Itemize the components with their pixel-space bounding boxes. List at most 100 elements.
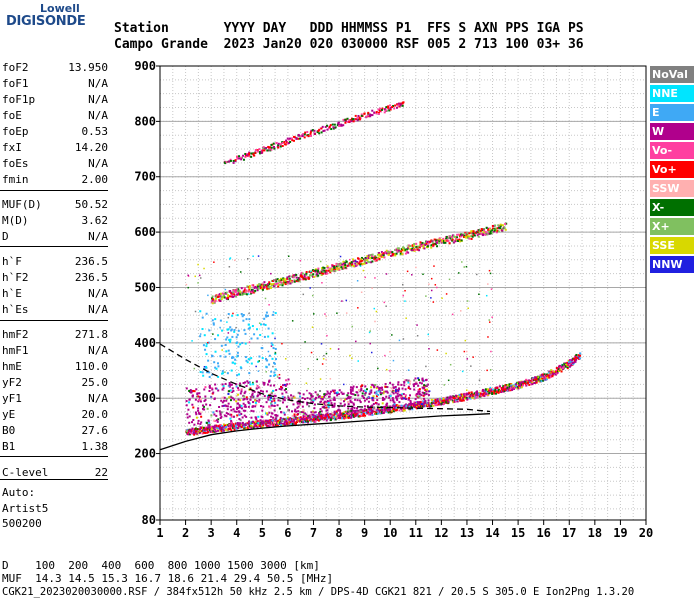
echo-point [273,384,276,387]
echo-point [509,389,512,392]
echo-point [425,390,428,393]
echo-point [532,377,535,380]
echo-point [339,417,342,420]
echo-point [343,410,346,413]
echo-point [377,253,380,256]
echo-point [416,324,418,326]
echo-point [249,387,252,389]
echo-point [282,384,285,387]
echo-point [371,253,374,256]
echo-point [267,145,270,148]
echo-point [200,398,203,401]
echo-point [314,415,317,418]
echo-point [259,405,262,408]
echo-point [366,405,369,408]
echo-point [423,397,426,400]
echo-point [336,268,339,271]
echo-point [334,418,337,421]
echo-point [258,355,261,358]
echo-point [187,275,190,277]
echo-point [221,401,224,404]
x-tick-label: 15 [511,526,525,540]
echo-point [357,360,359,362]
echo-point [230,429,233,432]
echo-point [392,410,395,413]
echo-point [380,408,383,411]
echo-point [508,383,511,386]
echo-point [398,388,401,391]
echo-point [298,280,301,283]
echo-point [259,389,262,392]
echo-point [218,293,221,296]
echo-point [568,361,571,364]
echo-point [311,413,314,416]
echo-point [418,381,421,384]
echo-point [397,404,400,407]
echo-point [406,270,409,273]
echo-point [341,300,343,302]
echo-point [413,401,416,404]
echo-point [374,411,377,414]
echo-point [240,158,243,161]
echo-point [336,267,339,270]
echo-point [315,414,318,417]
echo-point [297,391,300,394]
echo-point [488,389,491,392]
echo-point [427,401,430,404]
echo-point [459,399,462,402]
echo-point [297,410,300,413]
echo-point [337,267,340,270]
echo-point [227,328,230,331]
echo-point [314,414,317,417]
echo-point [303,136,306,139]
echo-point [298,277,301,280]
echo-point [470,391,473,394]
echo-point [364,276,366,279]
param-row: h`Es N/A [2,303,108,317]
echo-point [263,395,266,398]
echo-point [367,255,370,258]
echo-point [421,401,424,404]
echo-point [528,379,531,382]
echo-point [518,386,521,389]
echo-point [524,380,527,383]
echo-point [289,140,292,143]
echo-point [493,392,496,395]
echo-point [301,418,304,421]
x-tick-label: 14 [485,526,499,540]
echo-point [335,262,338,265]
echo-point [372,256,375,259]
echo-point [413,242,416,245]
echo-point [269,374,272,377]
echo-point [265,147,268,150]
echo-point [277,142,280,145]
echo-point [357,389,360,392]
echo-point [398,105,401,108]
echo-point [212,425,215,428]
echo-point [329,271,332,274]
echo-point [266,287,269,290]
echo-point [208,329,211,332]
echo-point [299,403,302,406]
echo-point [389,107,392,110]
echo-point [293,410,296,413]
echo-point [276,404,279,407]
echo-point [323,401,326,404]
echo-point [356,407,359,410]
x-tick-label: 19 [613,526,627,540]
echo-point [254,423,257,426]
echo-point [273,279,276,282]
echo-point [234,424,237,427]
echo-point [484,230,487,233]
echo-point [282,417,285,420]
echo-point [305,271,308,274]
echo-point [395,388,398,391]
echo-point [375,390,378,393]
echo-point [522,384,525,387]
echo-point [404,252,407,255]
echo-point [237,345,240,348]
echo-point [232,289,235,292]
echo-point [374,320,376,323]
echo-point [217,365,220,368]
echo-point [428,347,430,350]
